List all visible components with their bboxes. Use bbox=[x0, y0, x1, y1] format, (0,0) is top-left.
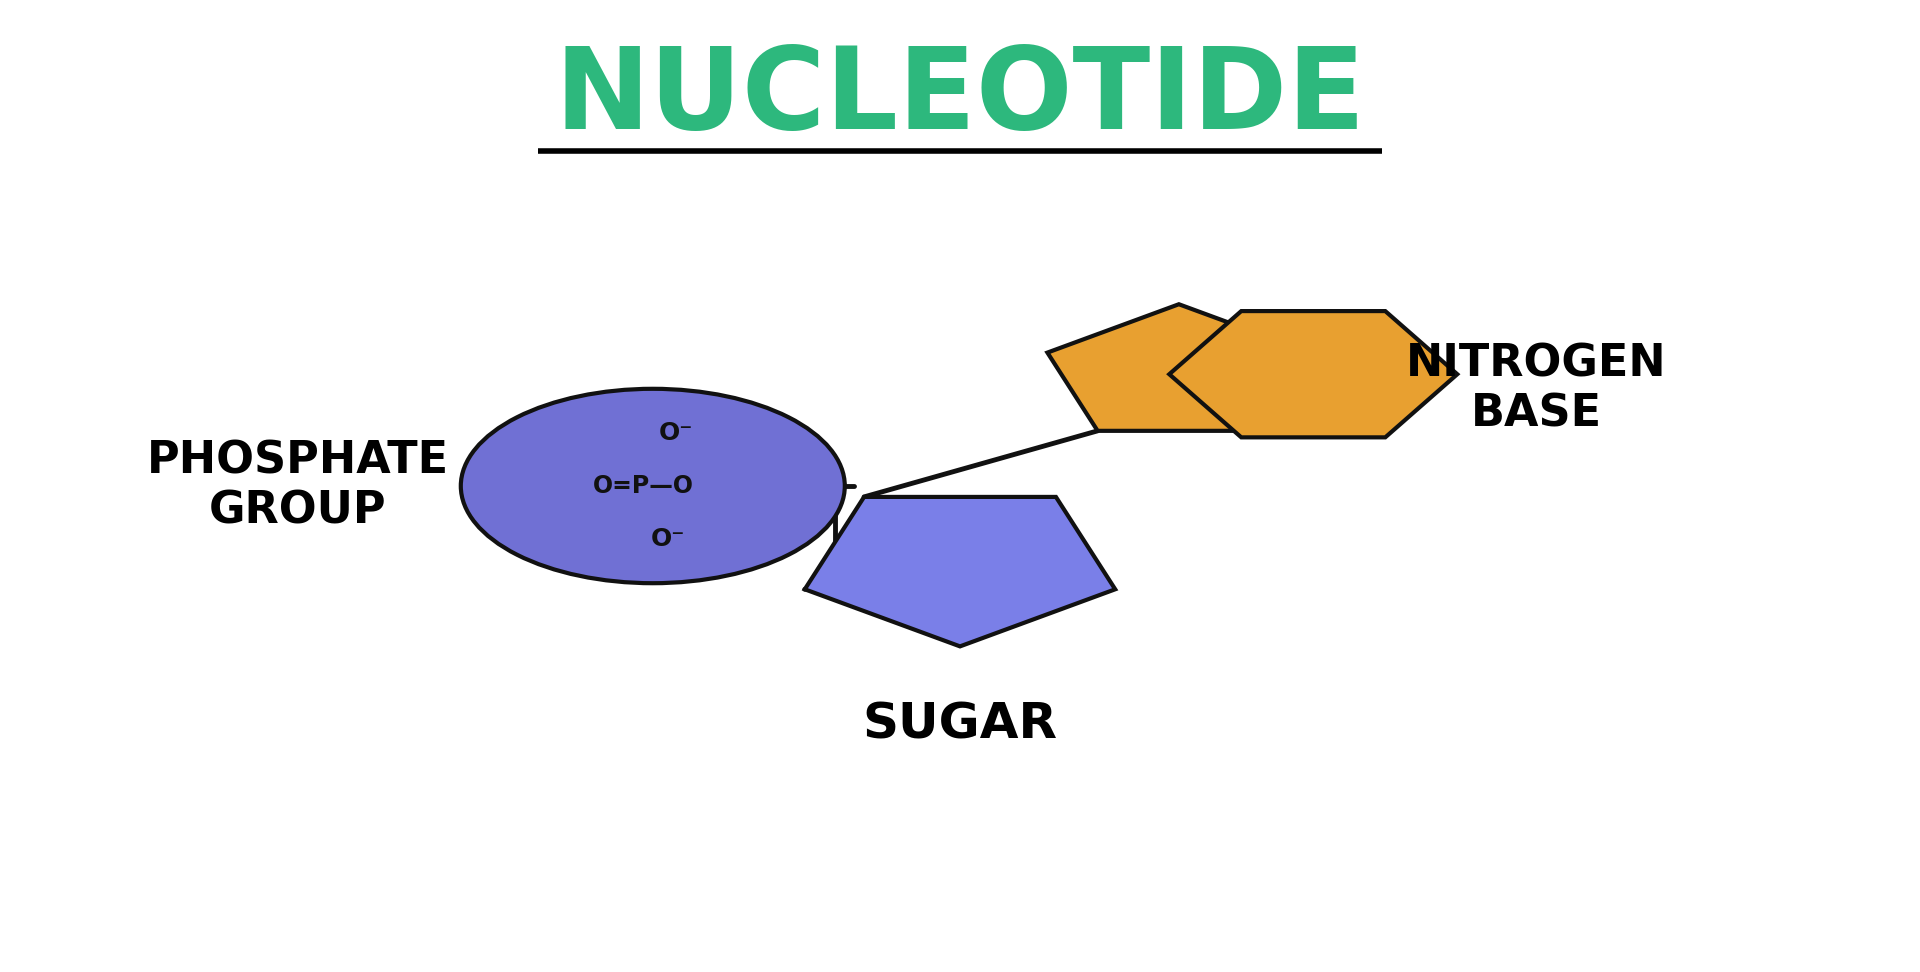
Circle shape bbox=[461, 389, 845, 583]
Text: O⁻: O⁻ bbox=[651, 528, 685, 551]
Text: NUCLEOTIDE: NUCLEOTIDE bbox=[555, 42, 1365, 153]
Polygon shape bbox=[804, 497, 1116, 646]
Text: NITROGEN
BASE: NITROGEN BASE bbox=[1405, 342, 1667, 435]
Polygon shape bbox=[1169, 311, 1457, 437]
Text: O⁻: O⁻ bbox=[659, 421, 693, 444]
Polygon shape bbox=[1048, 304, 1309, 431]
Text: O=P—O: O=P—O bbox=[593, 474, 693, 498]
Text: SUGAR: SUGAR bbox=[862, 700, 1058, 748]
Text: PHOSPHATE
GROUP: PHOSPHATE GROUP bbox=[146, 439, 449, 533]
